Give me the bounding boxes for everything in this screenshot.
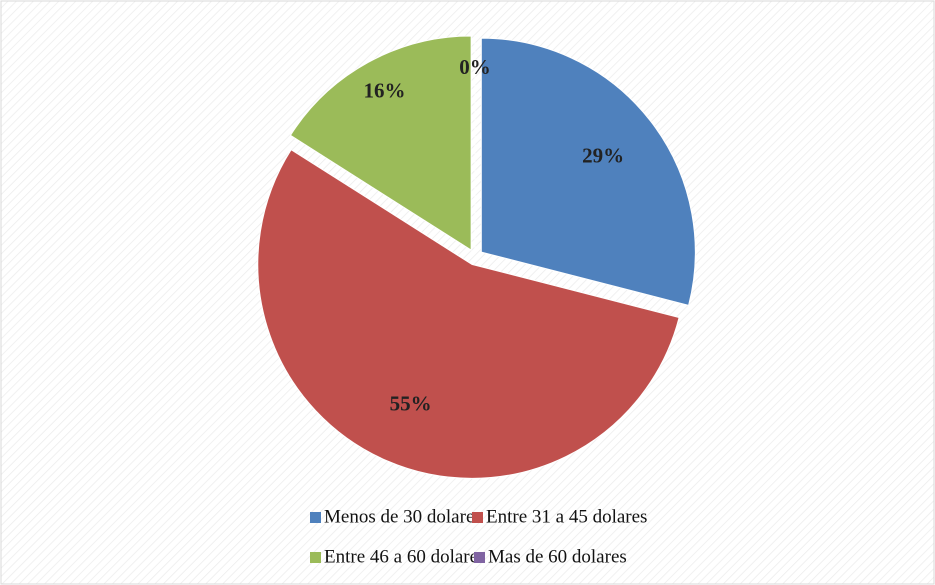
pie-slice [289, 35, 472, 251]
legend-swatch [472, 512, 483, 523]
data-label: 16% [364, 78, 406, 102]
data-label: 29% [582, 143, 624, 167]
legend-label: Mas de 60 dolares [488, 546, 627, 567]
legend-label: Entre 31 a 45 dolares [486, 506, 647, 527]
data-label: 0% [459, 55, 491, 79]
legend: Menos de 30 dolares Entre 31 a 45 dolares… [310, 506, 647, 567]
legend-swatch [310, 512, 321, 523]
data-label: 55% [390, 392, 432, 416]
legend-swatch [310, 552, 321, 563]
pie-slice [480, 37, 696, 306]
pie-slice [257, 148, 680, 479]
legend-swatch [474, 552, 485, 563]
legend-label: Menos de 30 dolares [324, 506, 482, 527]
legend-label: Entre 46 a 60 dolares [324, 546, 485, 567]
